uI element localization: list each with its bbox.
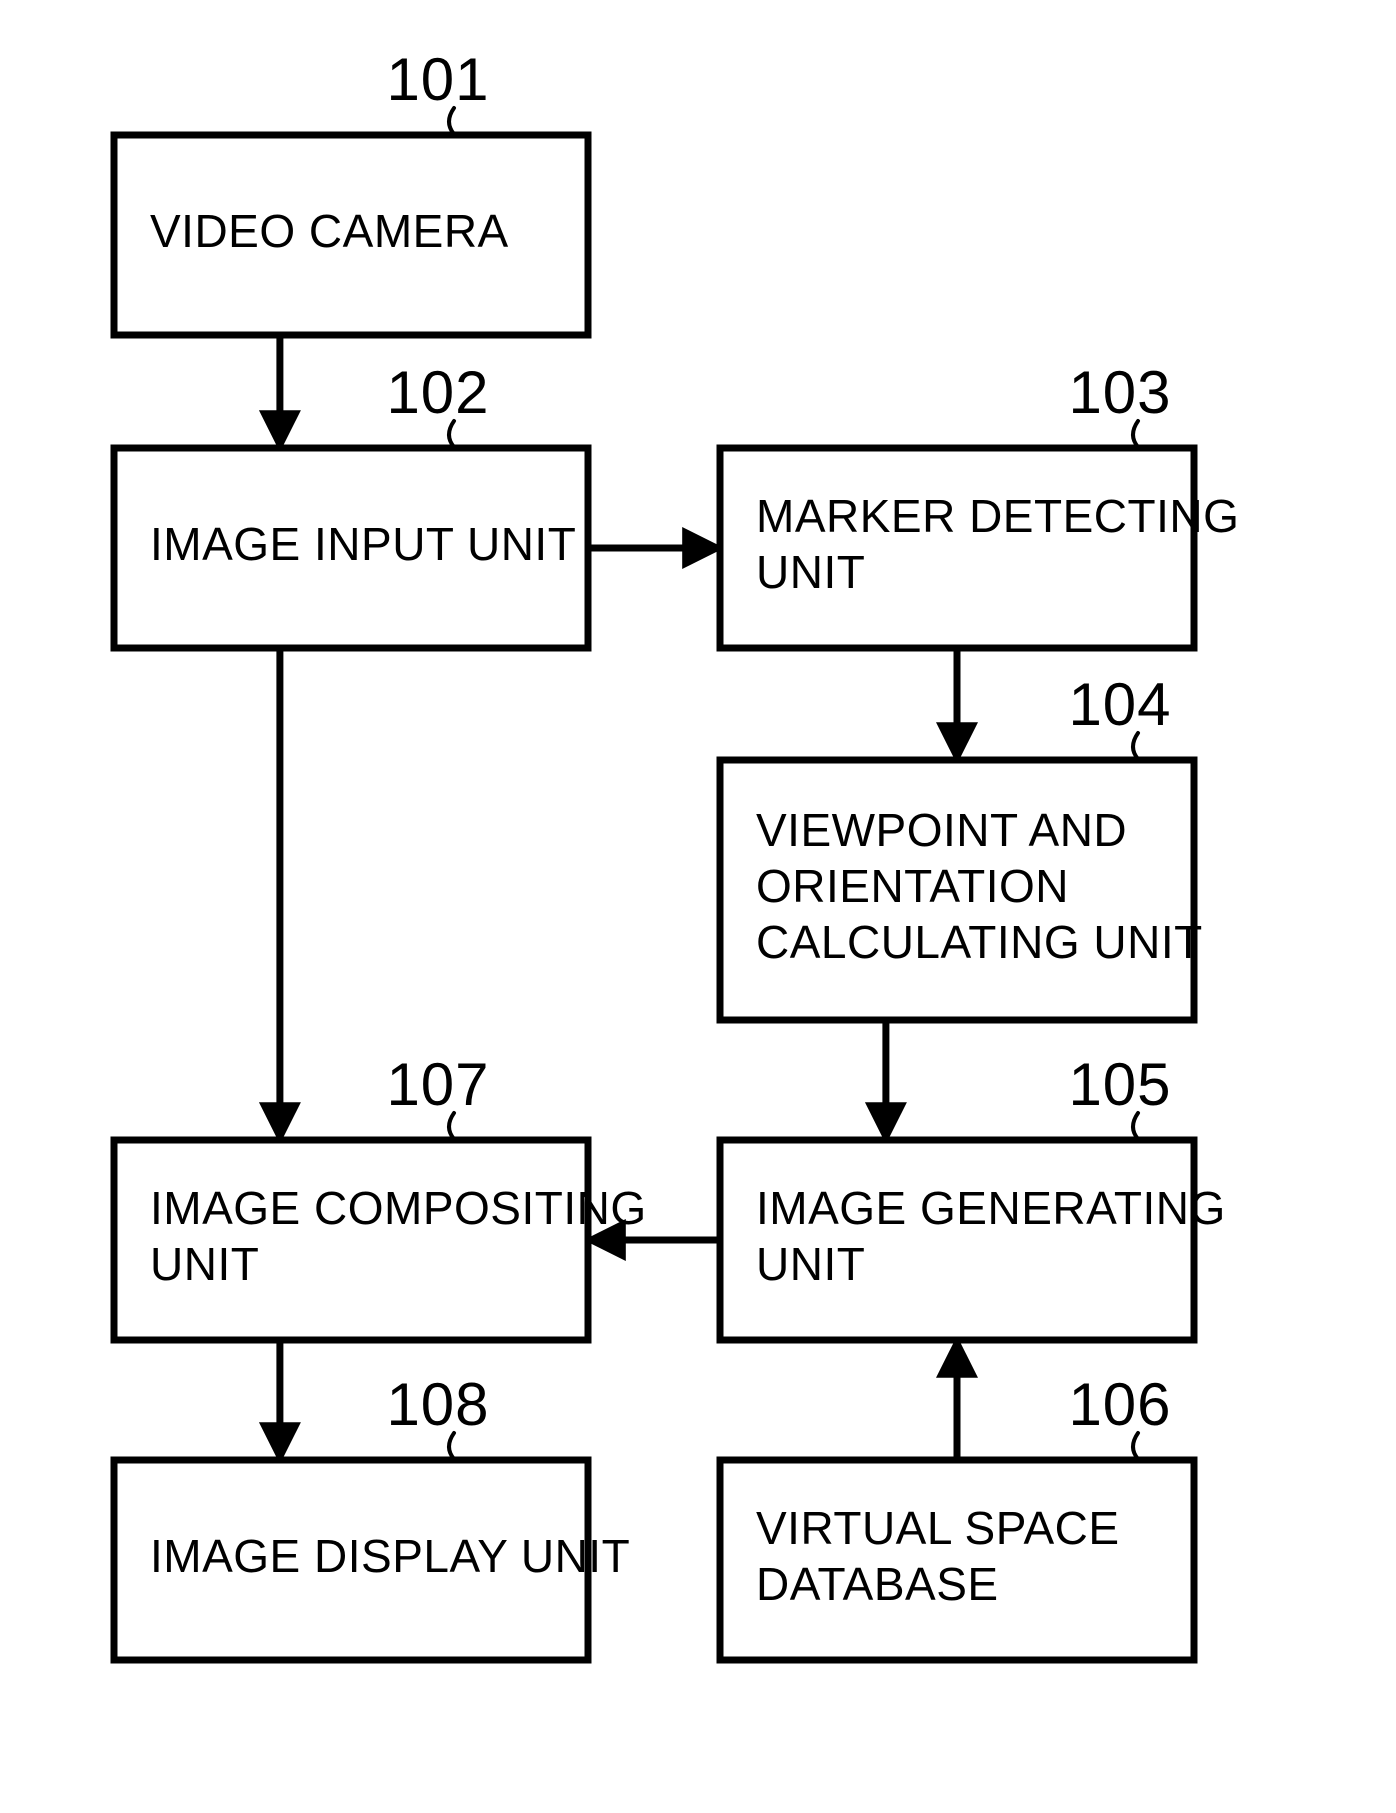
node-107-ref: 107 bbox=[386, 1051, 489, 1118]
node-106-label-line-1: DATABASE bbox=[756, 1558, 999, 1610]
node-102-label-line-0: IMAGE INPUT UNIT bbox=[150, 518, 576, 570]
node-108-ref: 108 bbox=[386, 1371, 489, 1438]
node-105-label-line-1: UNIT bbox=[756, 1238, 865, 1290]
node-103-label-line-1: UNIT bbox=[756, 546, 865, 598]
diagram-root: 101 VIDEO CAMERA 102 IMAGE INPUT UNIT 103 MAR… bbox=[0, 0, 1396, 1813]
node-107-label-line-1: UNIT bbox=[150, 1238, 259, 1290]
node-104-label-line-1: ORIENTATION bbox=[756, 860, 1069, 912]
node-106-label-line-0: VIRTUAL SPACE bbox=[756, 1502, 1120, 1554]
flowchart-svg: 101 VIDEO CAMERA 102 IMAGE INPUT UNIT 103 MAR… bbox=[0, 0, 1396, 1813]
node-104-label-line-2: CALCULATING UNIT bbox=[756, 916, 1203, 968]
node-103-ref: 103 bbox=[1068, 359, 1171, 426]
node-101-ref: 101 bbox=[386, 46, 489, 113]
node-103-label-line-0: MARKER DETECTING bbox=[756, 490, 1239, 542]
node-105-label-line-0: IMAGE GENERATING bbox=[756, 1182, 1226, 1234]
node-108-label-line-0: IMAGE DISPLAY UNIT bbox=[150, 1530, 630, 1582]
node-104-label-line-0: VIEWPOINT AND bbox=[756, 804, 1127, 856]
node-107-label-line-0: IMAGE COMPOSITING bbox=[150, 1182, 647, 1234]
node-101-label-line-0: VIDEO CAMERA bbox=[150, 205, 509, 257]
node-105-ref: 105 bbox=[1068, 1051, 1171, 1118]
node-106-ref: 106 bbox=[1068, 1371, 1171, 1438]
node-104-ref: 104 bbox=[1068, 671, 1171, 738]
node-102-ref: 102 bbox=[386, 359, 489, 426]
